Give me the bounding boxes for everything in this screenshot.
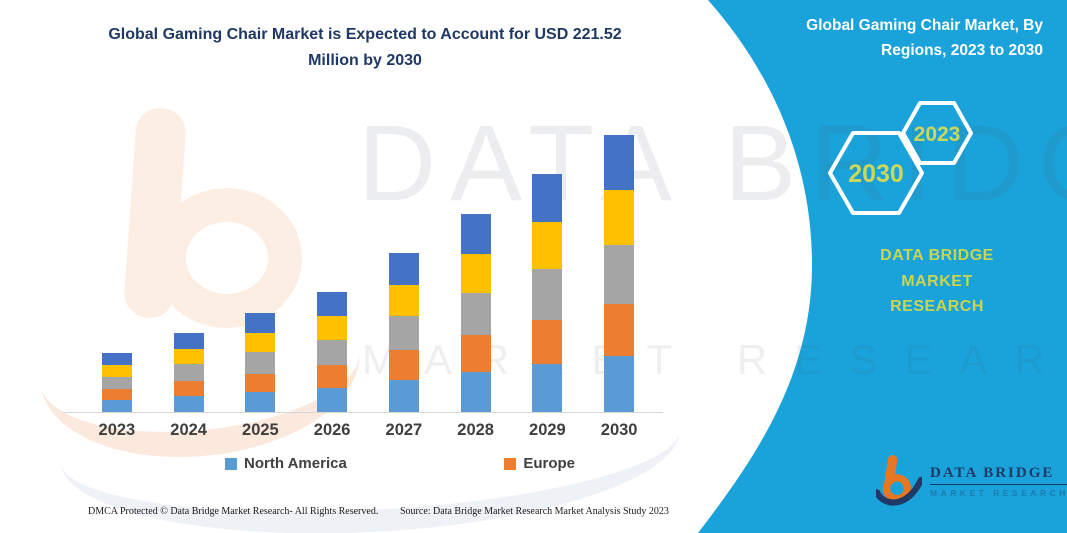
panel-brand-text: DATA BRIDGE MARKET RESEARCH [842,243,1032,320]
chart-legend: North America Europe [225,455,575,472]
bar-segment [388,316,419,351]
bar-segment [388,284,419,317]
bar-segment [532,363,563,412]
bar-segment [460,253,491,293]
bar-segment [460,371,491,412]
bar-segment [532,174,563,222]
stacked-bar-2024 [173,333,204,412]
data-bridge-logo: DATA BRIDGE MARKET RESEARCH [876,448,1067,514]
x-tick-label: 2029 [529,421,566,439]
bar-segment [173,348,204,365]
bar-segment [173,364,204,382]
x-axis-line [63,412,663,413]
x-tick-label: 2028 [457,421,494,439]
stacked-bar-2028 [460,214,491,412]
chart-title: Global Gaming Chair Market is Expected t… [85,22,645,73]
legend-marker-icon [225,457,237,470]
x-tick-label: 2030 [600,421,638,439]
bar-segment [102,389,132,401]
bar-segment [173,333,204,349]
data-bridge-logo-icon [876,455,922,506]
bar-segment [532,221,563,269]
x-tick-label: 2027 [385,421,423,439]
stacked-bar-2026 [317,292,348,412]
hexagon-2030-label: 2030 [848,160,904,188]
hexagon-2030 [828,131,924,215]
bar-segment [317,339,348,366]
stacked-bar-2030 [603,134,634,412]
bar-segment [317,316,348,340]
x-tick-label: 2023 [98,421,136,439]
bar-segment [388,350,419,380]
bar-segment [245,332,276,353]
legend-label: North America [244,455,347,472]
bar-segment [603,355,634,412]
hexagon-2023-label: 2023 [914,123,961,146]
panel-title: Global Gaming Chair Market, By Regions, … [773,14,1043,64]
footer-source: Source: Data Bridge Market Research Mark… [400,506,669,517]
stacked-bar-2027 [388,253,419,412]
bar-segment [317,387,348,412]
bar-segment [102,400,132,412]
bar-segment [317,292,348,317]
bar-segment [102,353,132,365]
bar-segment [460,335,491,372]
panel-brand-line2: RESEARCH [890,298,984,316]
bar-segment [603,304,634,356]
stacked-bar-2025 [245,313,276,412]
bar-segment [532,268,563,320]
bar-segment [245,352,276,374]
bar-group [102,130,634,412]
legend-label: Europe [523,455,575,472]
panel-title-line1: Global Gaming Chair Market, By [806,17,1043,34]
x-tick-label: 2026 [313,421,351,439]
bar-segment [173,381,204,396]
hexagon-2023 [901,101,973,165]
chart-title-line2: Million by 2030 [308,51,422,69]
bar-segment [245,313,276,333]
x-tick-label: 2025 [242,421,279,439]
legend-item: North America [225,455,347,472]
bar-segment [460,292,491,336]
bar-segment [388,253,419,285]
bar-segment [245,373,276,392]
bar-segment [460,214,491,254]
bar-segment [102,376,132,390]
bar-segment [532,319,563,364]
bar-segment [102,364,132,377]
panel-title-line2: Regions, 2023 to 2030 [881,41,1043,59]
panel-brand-line1: DATA BRIDGE MARKET [880,247,994,290]
bar-segment [603,134,634,190]
legend-item: Europe [504,455,575,472]
stacked-bar-2029 [532,174,563,412]
legend-marker-icon [504,457,517,470]
chart-title-line1: Global Gaming Chair Market is Expected t… [108,26,622,43]
logo-divider [930,483,1067,485]
x-axis-labels: 2023 2024 2025 2026 2027 2028 2029 2030 [81,421,655,440]
logo-subtitle: MARKET RESEARCH [930,487,1067,498]
stacked-bar-2023 [102,353,132,412]
logo-text-block: DATA BRIDGE MARKET RESEARCH [930,465,1067,498]
bar-segment [603,189,634,245]
hexagons-graphic: 2030 2023 [828,101,973,215]
logo-name: DATA BRIDGE [930,464,1055,481]
footer-copyright: DMCA Protected © Data Bridge Market Rese… [88,506,379,517]
bar-segment [317,365,348,388]
bar-segment [603,244,634,305]
bar-segment [388,379,419,412]
bar-segment [245,391,276,412]
x-tick-label: 2024 [170,421,207,439]
bar-segment [173,396,204,412]
